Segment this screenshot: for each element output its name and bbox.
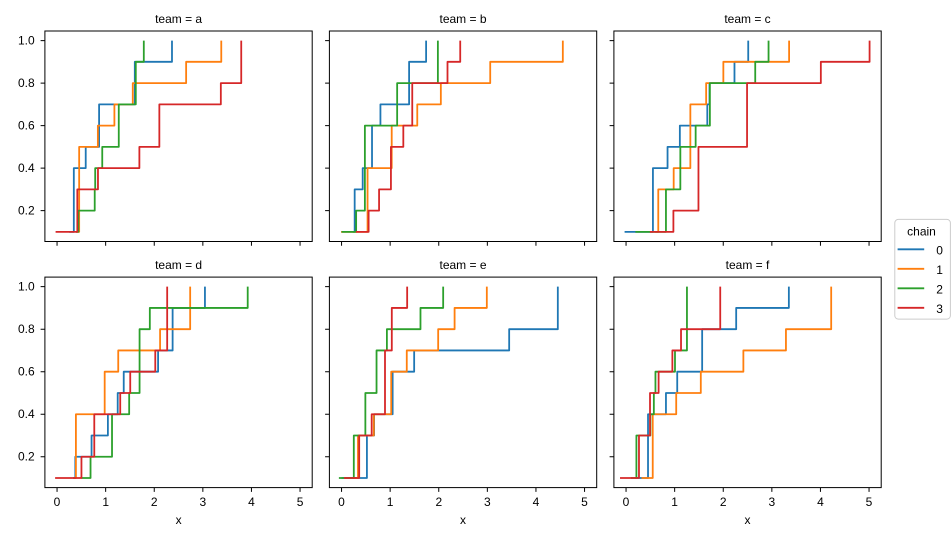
svg-text:0: 0 xyxy=(623,495,630,509)
svg-text:0.4: 0.4 xyxy=(18,161,35,175)
svg-text:1: 1 xyxy=(936,263,943,277)
svg-text:5: 5 xyxy=(297,495,304,509)
svg-text:5: 5 xyxy=(581,495,588,509)
svg-text:x: x xyxy=(745,513,751,527)
svg-text:0.8: 0.8 xyxy=(18,76,35,90)
svg-text:0.6: 0.6 xyxy=(18,365,35,379)
svg-text:team = d: team = d xyxy=(155,258,202,272)
svg-text:0: 0 xyxy=(936,243,943,257)
svg-text:x: x xyxy=(460,513,466,527)
svg-text:3: 3 xyxy=(200,495,207,509)
svg-text:0.6: 0.6 xyxy=(18,119,35,133)
svg-text:2: 2 xyxy=(151,495,158,509)
svg-text:0.2: 0.2 xyxy=(18,204,35,218)
svg-text:team = c: team = c xyxy=(724,12,770,26)
svg-text:0: 0 xyxy=(54,495,61,509)
svg-text:3: 3 xyxy=(769,495,776,509)
svg-text:5: 5 xyxy=(866,495,873,509)
svg-text:x: x xyxy=(176,513,182,527)
svg-text:4: 4 xyxy=(817,495,824,509)
svg-text:3: 3 xyxy=(936,302,943,316)
svg-text:3: 3 xyxy=(484,495,491,509)
svg-text:2: 2 xyxy=(435,495,442,509)
svg-text:0.8: 0.8 xyxy=(18,322,35,336)
svg-text:1.0: 1.0 xyxy=(18,280,35,294)
svg-text:1: 1 xyxy=(102,495,109,509)
svg-text:4: 4 xyxy=(533,495,540,509)
svg-text:1.0: 1.0 xyxy=(18,34,35,48)
svg-text:team = e: team = e xyxy=(439,258,486,272)
svg-text:team = a: team = a xyxy=(155,12,202,26)
svg-text:0.4: 0.4 xyxy=(18,407,35,421)
svg-text:team = b: team = b xyxy=(439,12,486,26)
svg-text:0: 0 xyxy=(338,495,345,509)
svg-text:1: 1 xyxy=(387,495,394,509)
svg-text:4: 4 xyxy=(248,495,255,509)
svg-text:1: 1 xyxy=(671,495,678,509)
svg-text:2: 2 xyxy=(720,495,727,509)
svg-text:team = f: team = f xyxy=(726,258,770,272)
svg-text:2: 2 xyxy=(936,282,943,296)
svg-text:chain: chain xyxy=(907,225,936,239)
svg-text:0.2: 0.2 xyxy=(18,450,35,464)
